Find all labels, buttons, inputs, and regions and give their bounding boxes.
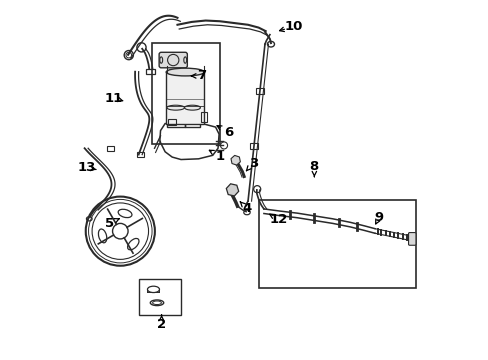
Text: 12: 12 bbox=[269, 213, 287, 226]
Bar bbox=[139, 279, 181, 315]
Text: 13: 13 bbox=[77, 161, 96, 174]
Bar bbox=[166, 108, 184, 127]
Ellipse shape bbox=[160, 57, 163, 63]
Bar bbox=[167, 119, 176, 125]
Bar bbox=[166, 72, 204, 124]
Bar bbox=[107, 147, 114, 151]
Text: 8: 8 bbox=[309, 160, 318, 173]
Bar bbox=[152, 44, 219, 144]
Text: 9: 9 bbox=[374, 211, 383, 224]
Text: 4: 4 bbox=[242, 202, 251, 215]
Bar bbox=[249, 143, 258, 149]
Bar bbox=[258, 200, 415, 288]
Text: 6: 6 bbox=[224, 126, 233, 139]
Ellipse shape bbox=[166, 68, 204, 76]
Text: 2: 2 bbox=[157, 318, 166, 331]
Text: 11: 11 bbox=[104, 92, 122, 105]
Ellipse shape bbox=[166, 105, 184, 110]
FancyBboxPatch shape bbox=[159, 52, 187, 68]
Ellipse shape bbox=[184, 105, 200, 110]
Bar bbox=[137, 152, 143, 157]
Text: 5: 5 bbox=[105, 217, 114, 230]
Bar bbox=[201, 112, 207, 122]
Bar bbox=[255, 89, 264, 94]
Text: 1: 1 bbox=[215, 149, 224, 162]
Bar bbox=[184, 108, 200, 127]
Text: 3: 3 bbox=[248, 157, 257, 170]
Text: 10: 10 bbox=[284, 20, 303, 33]
Ellipse shape bbox=[183, 57, 186, 63]
Bar bbox=[145, 69, 154, 74]
FancyBboxPatch shape bbox=[407, 233, 415, 245]
Text: 7: 7 bbox=[197, 69, 206, 82]
